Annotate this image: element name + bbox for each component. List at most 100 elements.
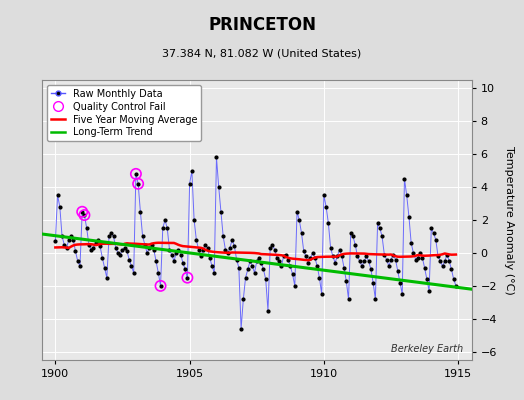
Point xyxy=(196,253,205,260)
Point xyxy=(396,279,404,286)
Point xyxy=(418,255,427,261)
Point xyxy=(420,264,429,271)
Point xyxy=(127,263,136,269)
Y-axis label: Temperature Anomaly (°C): Temperature Anomaly (°C) xyxy=(504,146,514,294)
Point xyxy=(136,208,145,215)
Point xyxy=(291,283,299,289)
Point xyxy=(168,251,176,258)
Point xyxy=(69,236,78,243)
Point xyxy=(315,274,324,281)
Point xyxy=(101,264,109,271)
Point xyxy=(172,250,180,256)
Point xyxy=(165,246,173,253)
Point xyxy=(78,208,86,215)
Point xyxy=(371,296,379,302)
Point xyxy=(134,180,143,187)
Point xyxy=(250,270,259,276)
Point xyxy=(217,208,225,215)
Point xyxy=(360,258,368,264)
Point xyxy=(143,250,151,256)
Point xyxy=(355,258,364,264)
Point xyxy=(362,253,370,260)
Point xyxy=(324,220,333,226)
Point xyxy=(235,264,243,271)
Point xyxy=(322,204,330,210)
Point xyxy=(277,263,286,269)
Point xyxy=(192,236,201,243)
Point xyxy=(156,283,165,289)
Point xyxy=(311,255,319,261)
Point xyxy=(82,225,91,232)
Point xyxy=(210,270,219,276)
Point xyxy=(201,242,210,248)
Point xyxy=(293,208,301,215)
Point xyxy=(51,238,60,245)
Point xyxy=(405,214,413,220)
Point xyxy=(91,240,100,246)
Point xyxy=(318,291,326,297)
Point xyxy=(441,258,449,264)
Point xyxy=(71,248,80,254)
Point xyxy=(389,251,398,258)
Point xyxy=(452,283,460,289)
Point xyxy=(107,230,115,236)
Point xyxy=(398,291,407,297)
Point xyxy=(383,256,391,263)
Point xyxy=(118,246,127,253)
Point xyxy=(329,253,337,260)
Point xyxy=(62,245,71,251)
Point xyxy=(156,283,165,289)
Point xyxy=(413,255,422,261)
Point xyxy=(264,307,272,314)
Point xyxy=(434,253,442,260)
Point xyxy=(342,278,351,284)
Point xyxy=(132,171,140,177)
Point xyxy=(230,243,238,250)
Point xyxy=(268,242,277,248)
Point xyxy=(125,256,134,263)
Point xyxy=(349,233,357,240)
Point xyxy=(344,296,353,302)
Point xyxy=(443,251,451,258)
Point xyxy=(450,276,458,282)
Point xyxy=(159,225,167,232)
Point xyxy=(288,271,297,278)
Point xyxy=(326,245,335,251)
Point xyxy=(266,245,275,251)
Point xyxy=(85,242,93,248)
Point xyxy=(223,250,232,256)
Point xyxy=(275,258,283,264)
Point xyxy=(116,251,124,258)
Point xyxy=(185,180,194,187)
Point xyxy=(98,255,106,261)
Point xyxy=(432,236,440,243)
Point xyxy=(429,230,438,236)
Point xyxy=(385,263,393,269)
Text: Berkeley Earth: Berkeley Earth xyxy=(391,344,463,354)
Point xyxy=(378,233,386,240)
Point xyxy=(391,256,400,263)
Text: PRINCETON: PRINCETON xyxy=(208,16,316,34)
Point xyxy=(346,230,355,236)
Point xyxy=(367,266,375,273)
Point xyxy=(80,212,89,218)
Point xyxy=(145,245,154,251)
Point xyxy=(282,251,290,258)
Point xyxy=(219,233,227,240)
Point xyxy=(110,233,118,240)
Point xyxy=(387,256,395,263)
Point xyxy=(306,255,314,261)
Point xyxy=(300,248,308,254)
Point xyxy=(376,225,384,232)
Point xyxy=(138,233,147,240)
Text: 37.384 N, 81.082 W (United States): 37.384 N, 81.082 W (United States) xyxy=(162,48,362,58)
Point xyxy=(447,266,456,273)
Point xyxy=(335,246,344,253)
Point xyxy=(279,253,288,260)
Point xyxy=(64,236,73,243)
Point xyxy=(333,253,342,260)
Point xyxy=(94,236,102,243)
Point xyxy=(174,246,183,253)
Point xyxy=(402,192,411,198)
Point xyxy=(114,250,122,256)
